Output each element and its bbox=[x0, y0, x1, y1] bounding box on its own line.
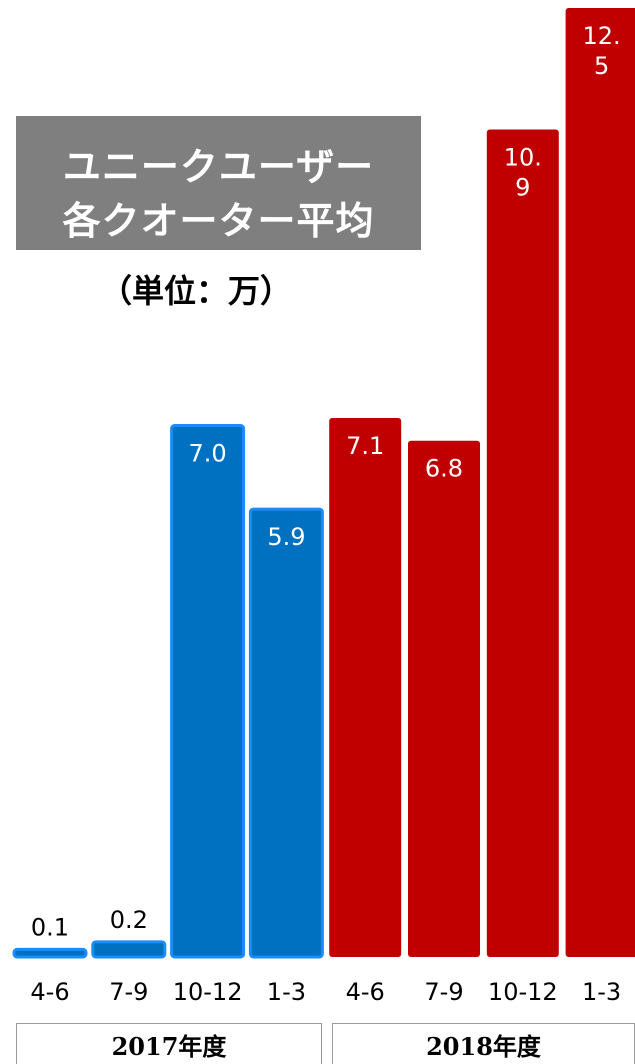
x-tick-label-6: 10-12 bbox=[488, 978, 558, 1006]
x-tick-label-5: 7-9 bbox=[424, 978, 463, 1006]
x-tick-label-2: 10-12 bbox=[173, 978, 243, 1006]
bar-value-label-7: 12. 5 bbox=[583, 22, 621, 80]
bar-6 bbox=[486, 129, 559, 958]
x-tick-label-7: 1-3 bbox=[582, 978, 621, 1006]
chart-title-box: ユニークユーザー 各クオーター平均 bbox=[16, 116, 421, 250]
unit-label: （単位：万） bbox=[100, 272, 293, 310]
bar-value-label-5: 6.8 bbox=[425, 455, 463, 483]
bar-1 bbox=[91, 940, 167, 959]
x-tick-label-4: 4-6 bbox=[346, 978, 385, 1006]
x-tick-label-3: 1-3 bbox=[267, 978, 306, 1006]
year-group-2017: 2017年度 bbox=[16, 1023, 322, 1064]
bar-3 bbox=[248, 507, 324, 959]
bar-4 bbox=[329, 417, 402, 957]
x-tick-label-1: 7-9 bbox=[109, 978, 148, 1006]
year-group-2018: 2018年度 bbox=[332, 1023, 635, 1064]
bar-value-label-1: 0.2 bbox=[110, 906, 148, 934]
bar-7 bbox=[565, 8, 635, 957]
bar-0 bbox=[12, 947, 88, 959]
bar-value-label-0: 0.1 bbox=[31, 913, 69, 941]
chart-title-line-1: ユニークユーザー bbox=[62, 144, 375, 189]
bar-5 bbox=[408, 440, 480, 957]
bar-value-label-2: 7.0 bbox=[189, 440, 227, 468]
bar-value-label-4: 7.1 bbox=[346, 432, 384, 460]
chart-title-line-2: 各クオーター平均 bbox=[62, 198, 375, 243]
bar-value-label-6: 10. 9 bbox=[504, 143, 542, 201]
bar-2 bbox=[170, 424, 246, 959]
x-tick-label-0: 4-6 bbox=[30, 978, 69, 1006]
bar-value-label-3: 5.9 bbox=[267, 523, 305, 551]
